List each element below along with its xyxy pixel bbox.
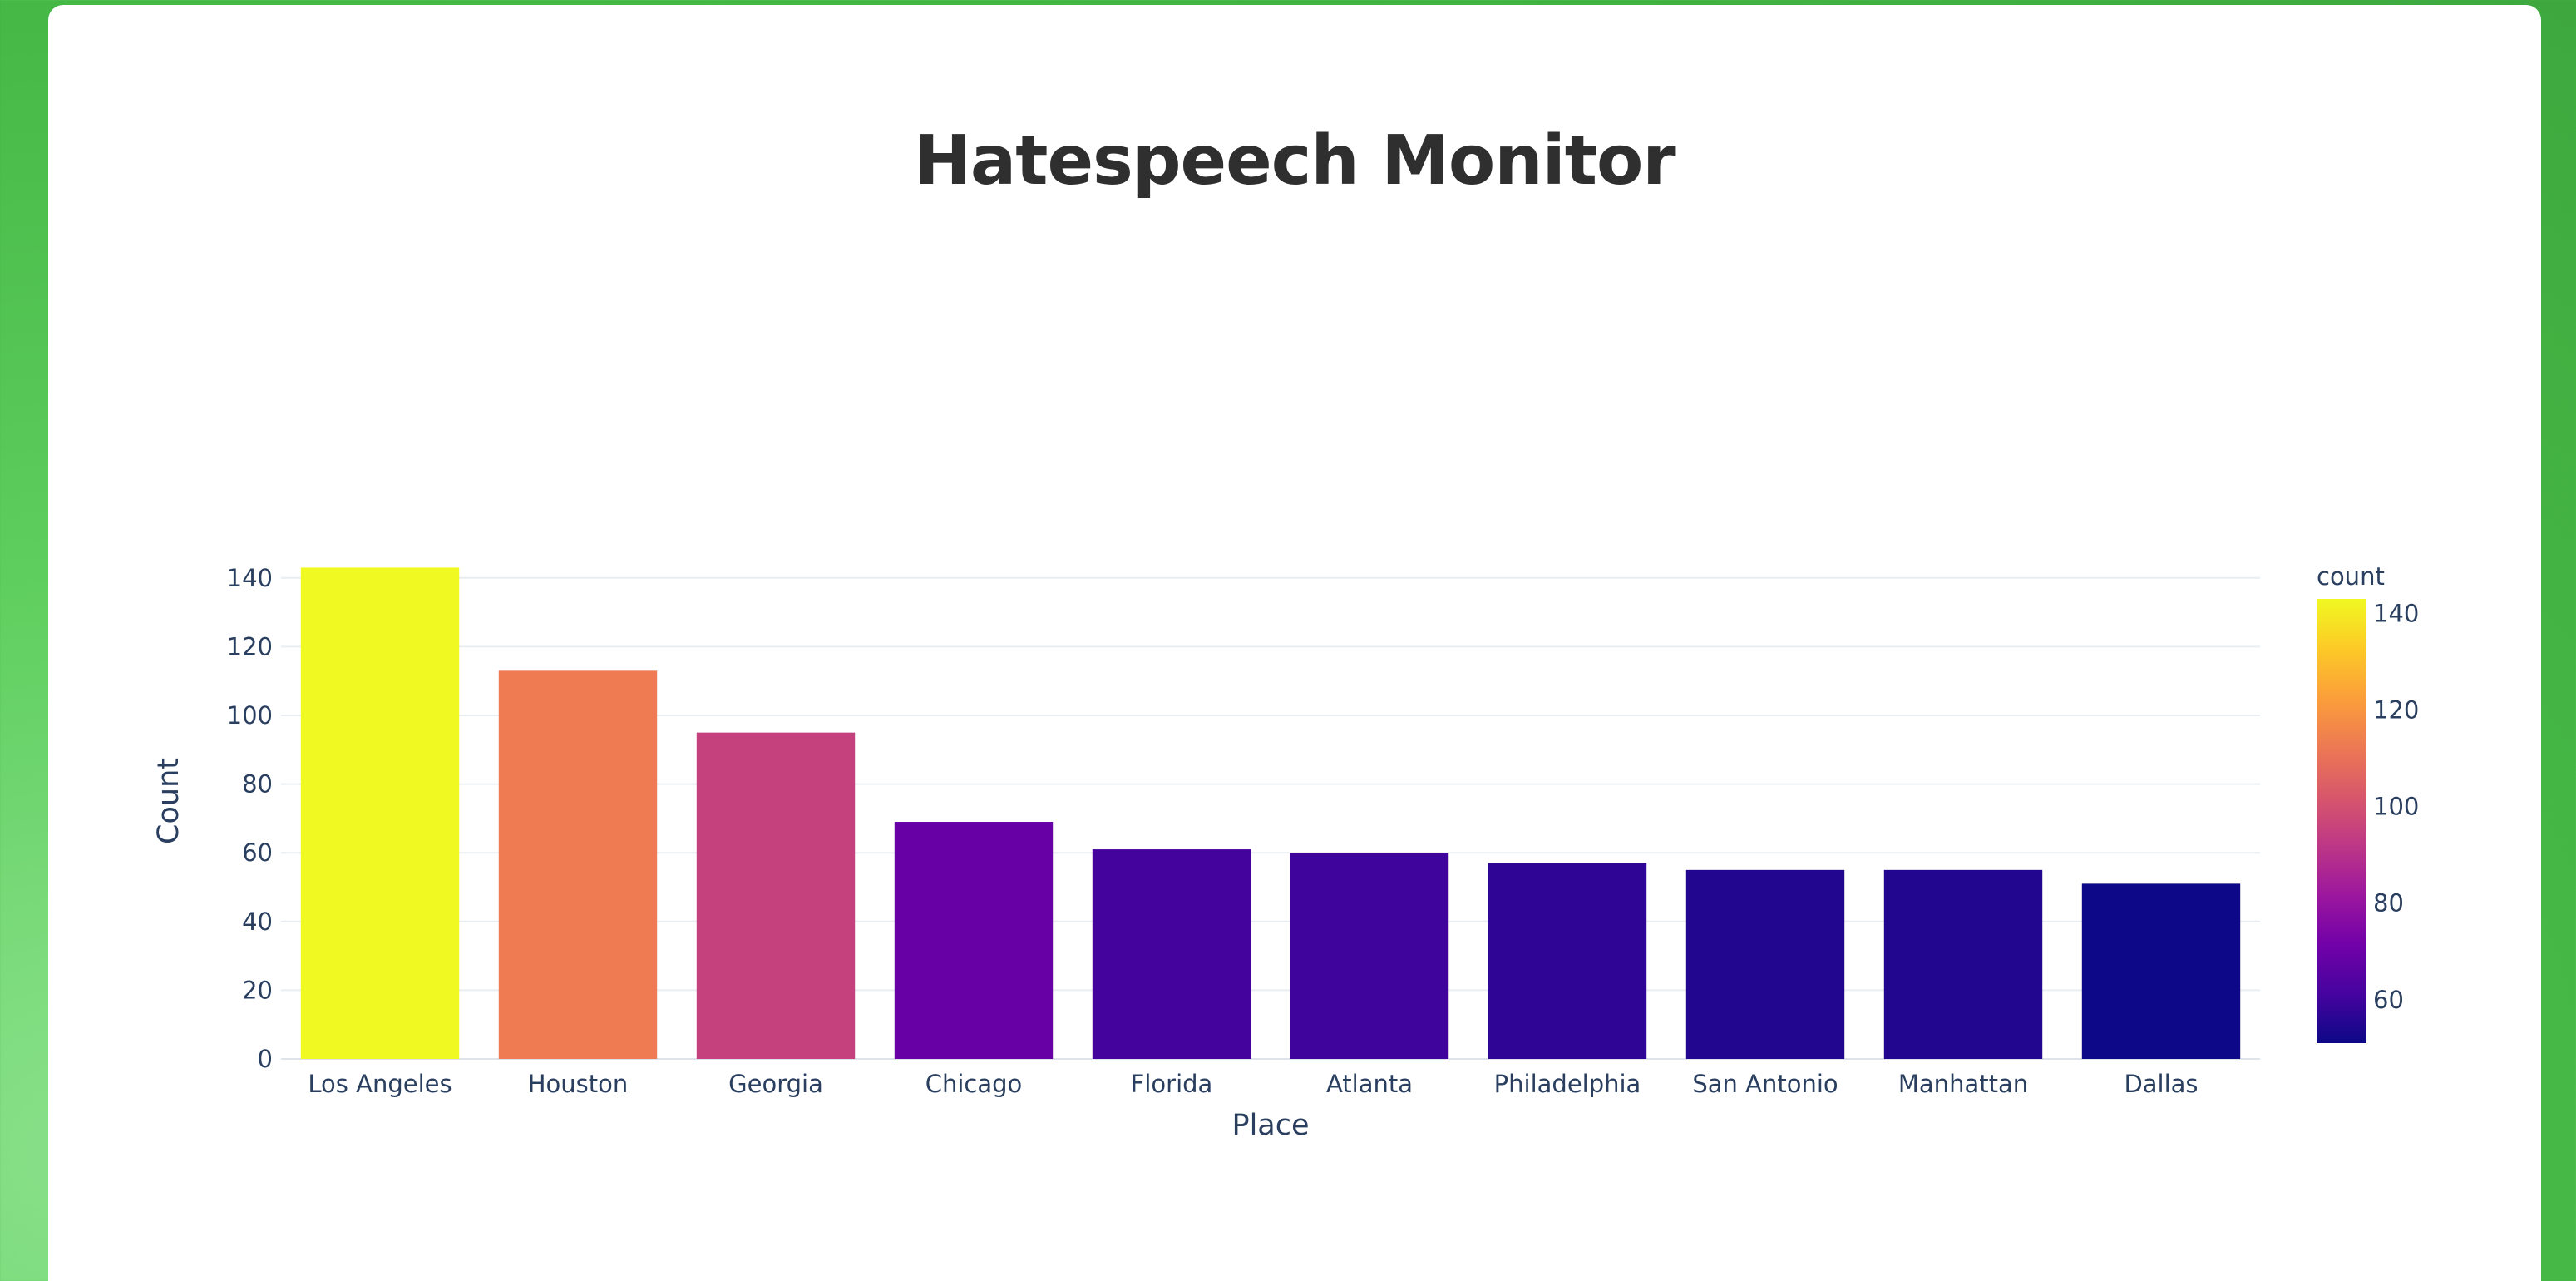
y-tick-label: 60 bbox=[242, 838, 273, 867]
bar[interactable] bbox=[1685, 869, 1845, 1059]
x-tick-label: Atlanta bbox=[1326, 1070, 1413, 1098]
colorbar-tick-label: 80 bbox=[2373, 889, 2404, 917]
x-tick-label: Dallas bbox=[2124, 1070, 2198, 1098]
bar[interactable] bbox=[300, 567, 460, 1059]
x-tick-labels: Los Angeles Houston Georgia Chicago Florida A… bbox=[308, 1070, 2198, 1098]
colorbar-tick-labels: 60 80 100 120 140 bbox=[2373, 599, 2419, 1013]
y-tick-label: 100 bbox=[227, 701, 273, 730]
bar[interactable] bbox=[498, 670, 658, 1059]
y-tick-label: 140 bbox=[227, 564, 273, 592]
x-tick-label: Florida bbox=[1131, 1070, 1213, 1098]
bars bbox=[300, 567, 2241, 1059]
x-tick-label: Chicago bbox=[925, 1070, 1023, 1098]
x-tick-label: San Antonio bbox=[1692, 1070, 1838, 1098]
y-tick-label: 0 bbox=[258, 1045, 273, 1073]
y-axis-title: Count bbox=[152, 758, 185, 844]
x-tick-label: Houston bbox=[528, 1070, 629, 1098]
bar[interactable] bbox=[1092, 849, 1251, 1059]
bar[interactable] bbox=[696, 732, 856, 1059]
colorbar-title: count bbox=[2317, 562, 2385, 591]
y-tick-label: 80 bbox=[242, 770, 273, 799]
colorbar-tick-label: 140 bbox=[2373, 599, 2419, 627]
x-tick-label: Georgia bbox=[728, 1070, 823, 1098]
bar[interactable] bbox=[2081, 883, 2241, 1059]
y-tick-label: 40 bbox=[242, 908, 273, 936]
bar[interactable] bbox=[1883, 869, 2043, 1059]
y-tick-labels: 0 20 40 60 80 100 120 140 bbox=[227, 564, 273, 1073]
y-tick-label: 20 bbox=[242, 976, 273, 1004]
x-axis-title: Place bbox=[1231, 1109, 1309, 1142]
page-title: Hatespeech Monitor bbox=[914, 121, 1675, 200]
colorbar: count 60 80 100 120 140 bbox=[2317, 562, 2419, 1043]
colorbar-tick-label: 60 bbox=[2373, 986, 2404, 1014]
y-tick-label: 120 bbox=[227, 632, 273, 660]
x-tick-label: Manhattan bbox=[1898, 1070, 2028, 1098]
colorbar-gradient bbox=[2317, 599, 2366, 1043]
colorbar-tick-label: 100 bbox=[2373, 793, 2419, 821]
colorbar-tick-label: 120 bbox=[2373, 696, 2419, 725]
main-card: Hatespeech Monitor bbox=[48, 5, 2541, 1281]
bar[interactable] bbox=[1488, 863, 1647, 1059]
x-tick-label: Philadelphia bbox=[1494, 1070, 1641, 1098]
bar[interactable] bbox=[1290, 853, 1449, 1059]
bar[interactable] bbox=[894, 822, 1054, 1059]
x-tick-label: Los Angeles bbox=[308, 1070, 452, 1098]
